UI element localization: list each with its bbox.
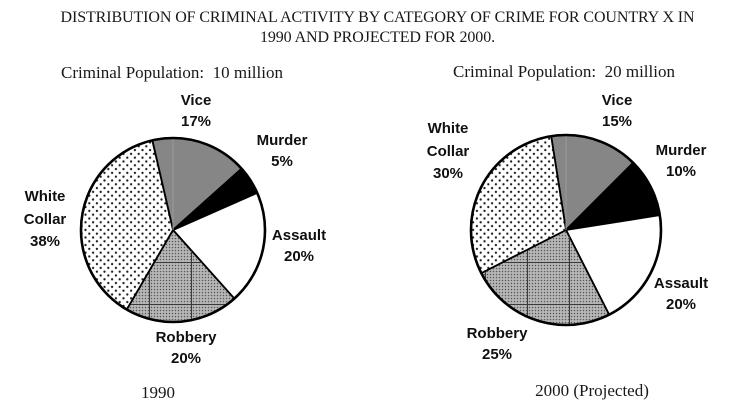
figure-title-line2: 1990 AND PROJECTED FOR 2000. (259, 29, 495, 46)
label-2000-murder-pct: 10% (665, 162, 697, 180)
label-1990-assault: Assault 20% (272, 226, 326, 267)
label-2000-murder: Murder 10% (656, 141, 707, 182)
label-1990-robbery-name: Robbery (155, 329, 217, 346)
label-2000-vice-pct: 15% (601, 112, 633, 130)
pie-slice-robbery (126, 230, 235, 322)
label-1990-robbery-pct: 20% (170, 349, 202, 367)
label-2000-robbery: Robbery 25% (467, 324, 528, 365)
label-1990-robbery: Robbery 20% (156, 328, 217, 369)
label-1990-murder: Murder 5% (257, 131, 308, 172)
label-1990-vice: Vice 17% (181, 91, 212, 132)
pie-chart-1990 (79, 136, 267, 324)
pie-slice-robbery (481, 230, 610, 326)
figure-title: DISTRIBUTION OF CRIMINAL ACTIVITY BY CAT… (0, 8, 755, 48)
label-2000-murder-name: Murder (655, 142, 707, 159)
label-1990-assault-pct: 20% (283, 247, 315, 265)
label-2000-vice: Vice 15% (602, 91, 633, 132)
figure-title-line1: DISTRIBUTION OF CRIMINAL ACTIVITY BY CAT… (60, 9, 695, 26)
label-2000-white-collar-name: White Collar (426, 120, 470, 160)
label-1990-white-collar-pct: 38% (29, 233, 61, 250)
label-1990-murder-pct: 5% (271, 152, 293, 170)
population-label-2000: Criminal Population: 20 million (453, 62, 675, 81)
label-1990-white-collar-name: White Collar (23, 188, 67, 228)
label-2000-vice-name: Vice (601, 92, 633, 109)
label-2000-white-collar-pct: 30% (432, 165, 464, 182)
label-2000-assault: Assault 20% (654, 274, 708, 315)
pie-outer-rim (79, 136, 267, 324)
label-2000-assault-name: Assault (653, 275, 709, 292)
pie-chart-2000 (469, 133, 663, 327)
label-1990-murder-name: Murder (256, 132, 308, 149)
label-2000-white-collar: White Collar 30% (418, 118, 478, 186)
caption-2000: 2000 (Projected) (535, 381, 649, 400)
population-label-1990: Criminal Population: 10 million (61, 63, 283, 82)
caption-1990: 1990 (141, 383, 175, 402)
label-1990-vice-pct: 17% (180, 112, 212, 130)
label-1990-vice-name: Vice (180, 92, 212, 109)
label-2000-assault-pct: 20% (665, 295, 697, 313)
label-2000-robbery-pct: 25% (481, 345, 513, 363)
label-2000-robbery-name: Robbery (466, 325, 528, 342)
label-1990-assault-name: Assault (271, 227, 327, 244)
label-1990-white-collar: White Collar 38% (15, 186, 75, 254)
pie-outer-rim (469, 133, 663, 327)
